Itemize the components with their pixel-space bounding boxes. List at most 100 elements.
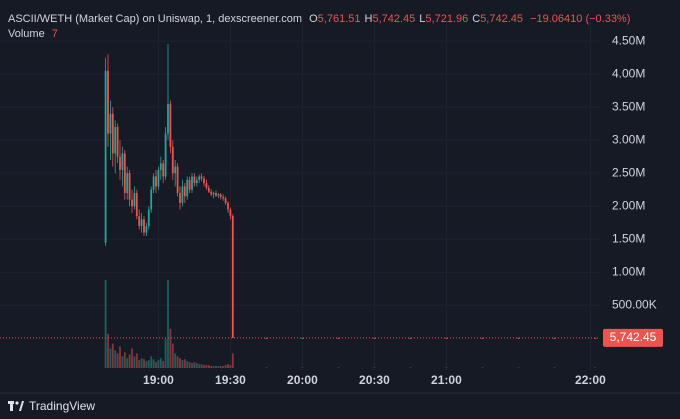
volume-bar	[231, 353, 234, 368]
candle-body	[195, 179, 198, 184]
y-tick-label: 1.00M	[612, 264, 645, 278]
y-tick-label: 2.00M	[612, 198, 645, 212]
volume-bar	[131, 348, 133, 368]
legend-header: ASCII/WETH (Market Cap) on Uniswap, 1, d…	[8, 12, 630, 42]
x-tick-label: 19:30	[215, 373, 246, 387]
candle-body	[135, 193, 138, 217]
x-tick-label: 19:00	[143, 373, 174, 387]
volume-bar	[517, 367, 520, 368]
volume-bar	[140, 358, 143, 368]
volume-bar	[145, 361, 148, 368]
volume-bar	[123, 352, 126, 368]
volume-bar	[171, 343, 174, 368]
volume-bar	[198, 364, 201, 368]
candle-body	[171, 146, 174, 174]
volume-bar	[200, 364, 203, 368]
volume-bar	[114, 350, 117, 368]
candle-body	[121, 153, 124, 170]
ohlc-value: 5,761.51	[317, 13, 361, 25]
candle-body	[445, 337, 448, 339]
candle-body	[193, 176, 196, 184]
candle-body	[222, 196, 225, 199]
volume-bar	[227, 364, 229, 368]
candle-body	[140, 219, 143, 227]
volume-bar	[207, 365, 210, 368]
volume-bar	[157, 360, 160, 368]
ohlc-key: C	[472, 13, 481, 25]
volume-bar	[210, 366, 213, 368]
ohlc-value: 5,742.45	[480, 13, 524, 25]
volume-bar	[128, 354, 131, 368]
volume-bar	[152, 359, 155, 368]
candle-body	[219, 194, 222, 197]
candle-body	[231, 216, 234, 338]
candle-body	[155, 176, 157, 187]
candle-body	[594, 337, 597, 339]
last-price-box	[603, 328, 663, 347]
y-tick-label: 3.50M	[612, 99, 645, 113]
x-tick-label: 21:00	[431, 373, 462, 387]
candle-body	[119, 156, 121, 170]
volume-bar	[107, 333, 109, 368]
volume-bar	[481, 367, 484, 368]
brand: TradingView	[8, 399, 95, 413]
volume-bar	[409, 367, 412, 368]
volume-row: Volume 7	[8, 27, 630, 42]
volume-bar	[167, 280, 169, 368]
candle-body	[150, 189, 153, 210]
volume-bar	[217, 366, 220, 368]
candle-body	[205, 183, 208, 188]
candle-body	[179, 193, 181, 203]
volume-bar	[138, 360, 141, 368]
candle-body	[138, 216, 141, 227]
candle-body	[229, 209, 232, 217]
symbol-title: ASCII/WETH (Market Cap) on Uniswap, 1, d…	[8, 13, 303, 25]
candle-body	[126, 173, 129, 194]
brand-logo	[8, 401, 24, 411]
candle-body	[186, 179, 189, 197]
volume-bar	[224, 365, 227, 368]
volume-bar	[116, 353, 119, 368]
volume-label: Volume	[8, 28, 45, 40]
candle-body	[145, 226, 148, 233]
volume-bar	[135, 353, 138, 368]
candle-body	[114, 126, 117, 154]
candle-body	[481, 337, 484, 339]
ohlc-key: O	[309, 13, 318, 25]
volume-bar	[594, 367, 597, 368]
candle-body	[200, 176, 203, 179]
candle-body	[183, 186, 186, 197]
candle-body	[188, 179, 191, 190]
volume-bar	[445, 367, 448, 368]
x-tick-label: 22:00	[575, 373, 606, 387]
volume-bar	[179, 358, 181, 368]
volume-bar	[147, 360, 150, 368]
volume-bar	[109, 348, 112, 368]
candle-body	[517, 337, 520, 339]
candle-body	[409, 337, 412, 339]
candle-body	[191, 176, 193, 190]
candle-body	[203, 178, 205, 184]
volume-bar	[176, 356, 179, 368]
y-tick-label: 500.00K	[612, 297, 657, 311]
volume-bar	[203, 365, 205, 368]
candle-body	[128, 173, 131, 200]
volume-bar	[219, 366, 222, 368]
volume-bar	[133, 356, 136, 368]
y-tick-label: 4.50M	[612, 33, 645, 47]
candle-body	[133, 193, 136, 207]
volume-bar	[373, 367, 376, 368]
last-price-label: 5,742.45	[610, 330, 657, 344]
candle-body	[373, 337, 376, 339]
candle-body	[174, 166, 177, 174]
candle-body	[123, 153, 126, 194]
volume-value: 7	[51, 28, 58, 40]
candle-body	[111, 113, 114, 154]
volume-bar	[126, 358, 129, 368]
volume-bar	[553, 367, 556, 368]
candle-body	[210, 191, 213, 195]
ohlc-key: L	[419, 13, 426, 25]
brand-name: TradingView	[29, 399, 96, 413]
